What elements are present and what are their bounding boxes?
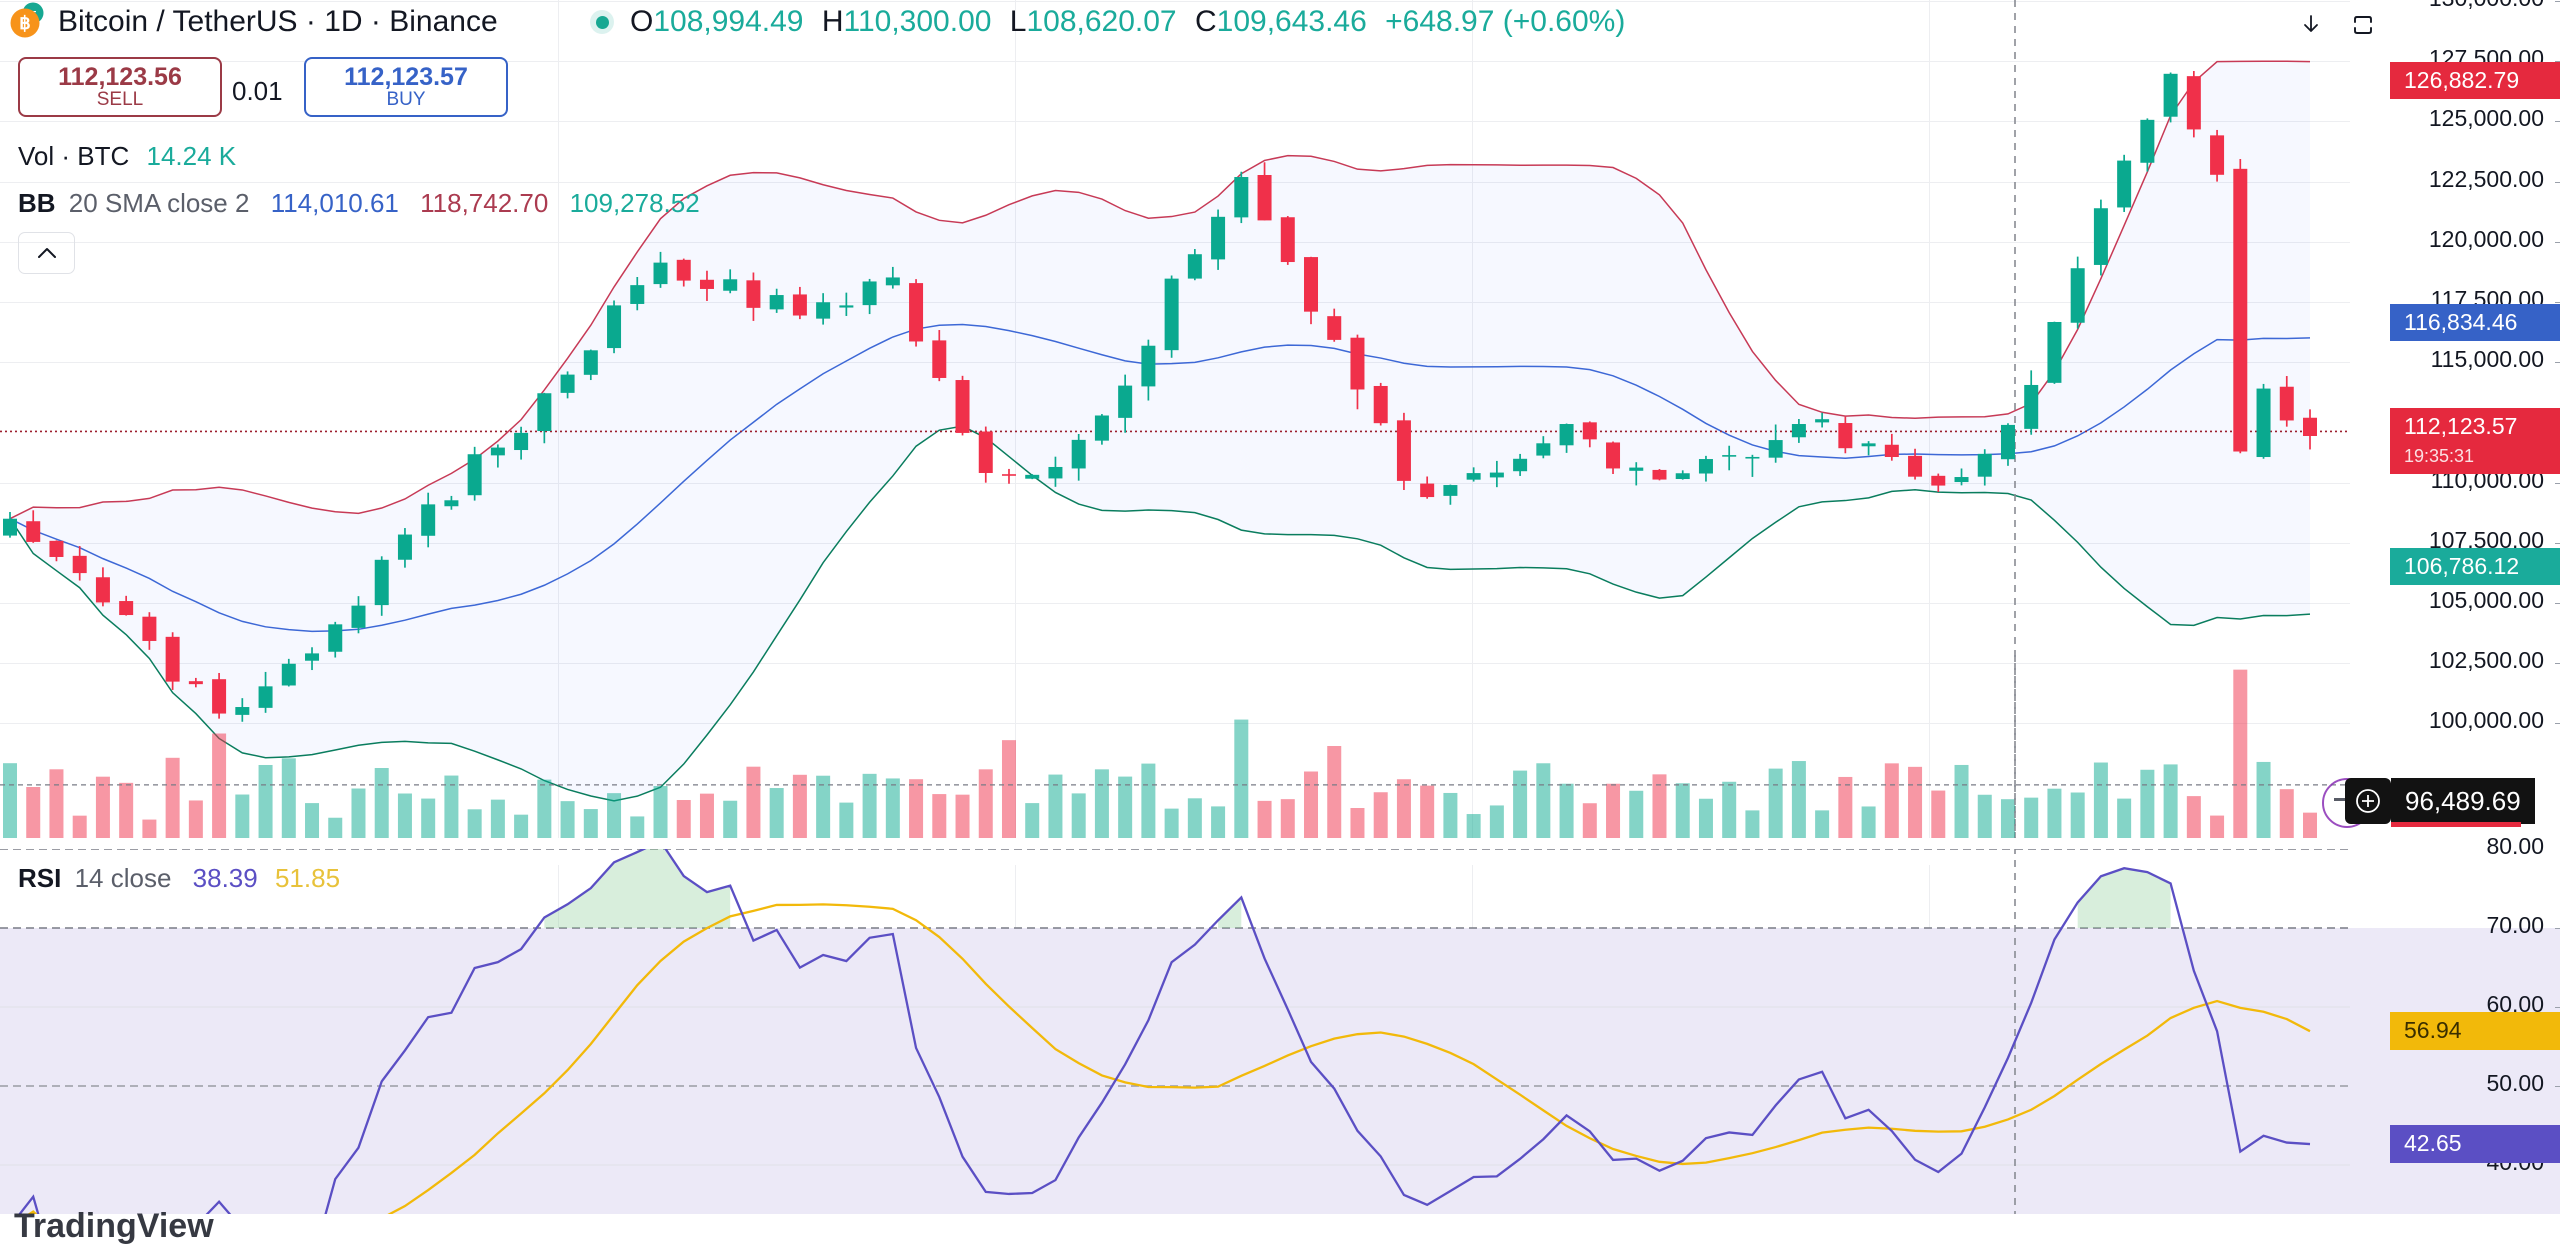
svg-text:฿: ฿	[19, 13, 30, 33]
